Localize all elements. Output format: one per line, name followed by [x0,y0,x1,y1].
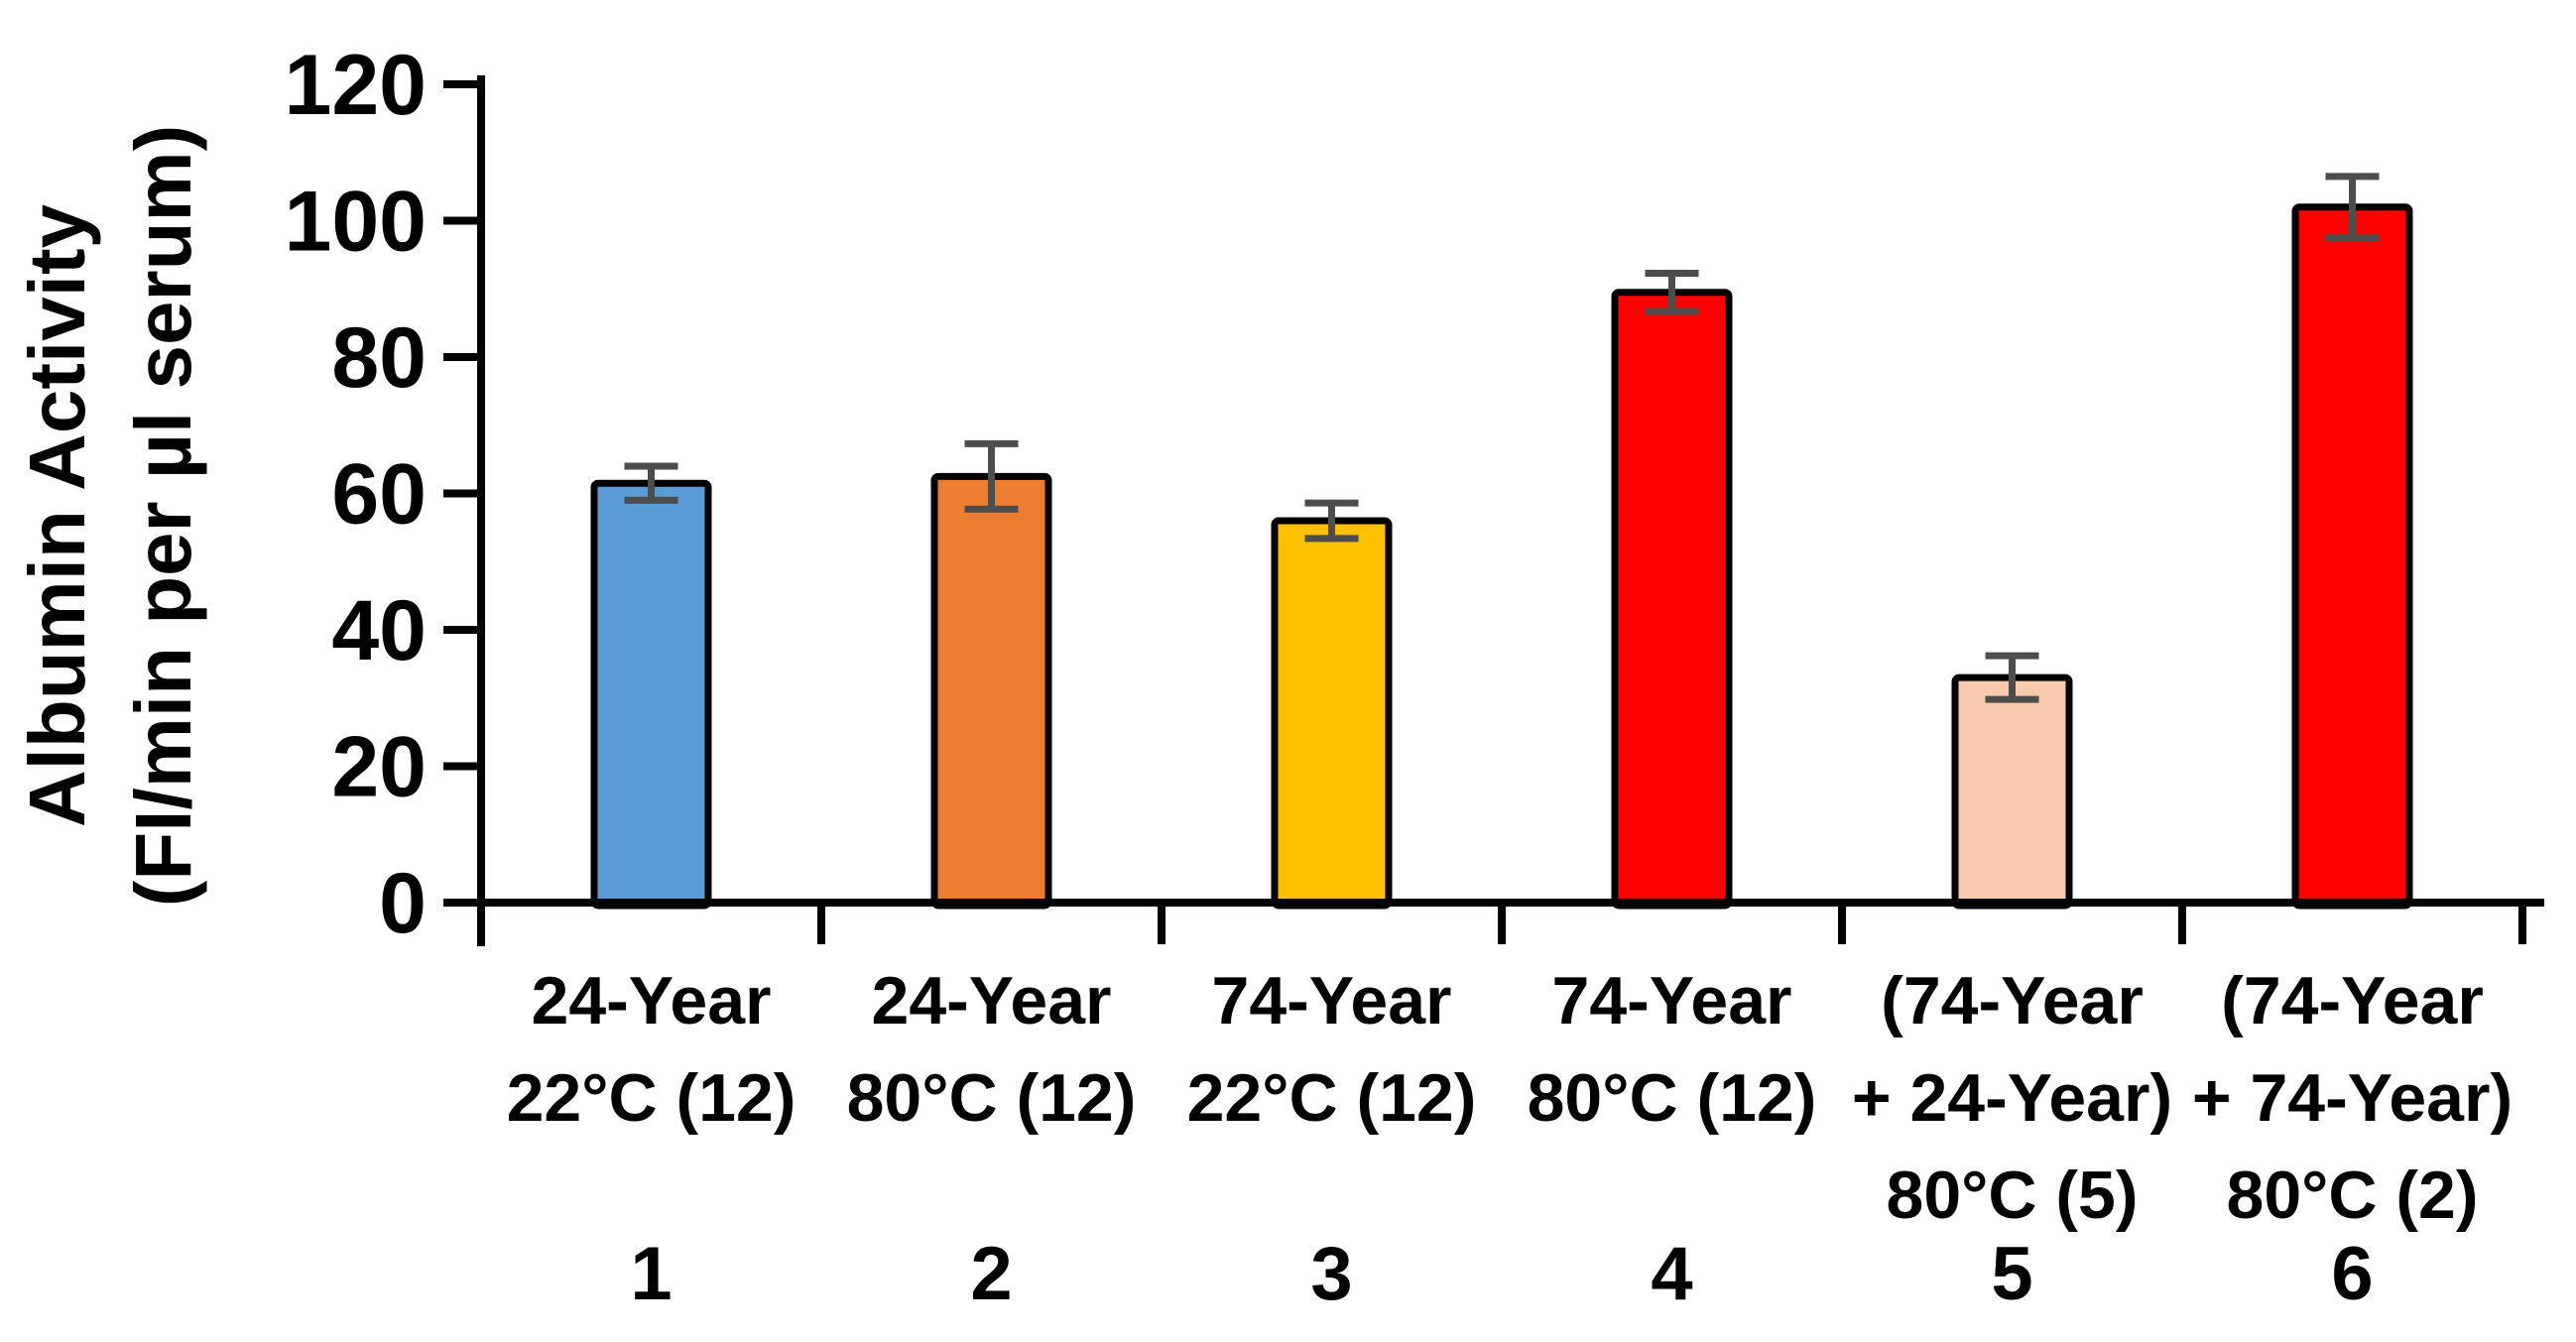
group-number-5: 5 [1991,1232,2032,1316]
group-number-1: 1 [630,1232,672,1316]
bar-2 [930,472,1052,910]
group-number-6: 6 [2331,1232,2373,1316]
y-axis-title-line2: (FI/min per µl serum) [119,125,207,907]
bar-1 [590,479,712,910]
category-label-1: 24-Year 22°C (12) [507,963,797,1136]
y-tick-label-60: 60 [331,447,427,543]
y-tick-label-0: 0 [379,856,427,951]
y-tick-label-20: 20 [331,720,427,815]
y-tick-label-40: 40 [331,583,427,678]
y-tick-label-120: 120 [285,38,428,133]
y-axis-title-line1: Albumin Activity [13,203,101,827]
y-tick-label-80: 80 [331,310,427,406]
category-label-2: 24-Year 80°C (12) [847,963,1137,1136]
group-number-4: 4 [1651,1232,1692,1316]
bar-3 [1271,517,1393,910]
category-label-3: 74-Year 22°C (12) [1187,963,1477,1136]
bar-5 [1951,673,2073,910]
category-label-5: (74-Year + 24-Year) 80°C (5) [1852,963,2172,1233]
y-tick-label-100: 100 [285,175,428,270]
bar-4 [1611,289,1733,910]
category-label-4: 74-Year 80°C (12) [1528,963,1817,1136]
category-label-6: (74-Year + 74-Year) 80°C (2) [2192,963,2513,1233]
bar-6 [2291,203,2413,910]
group-number-3: 3 [1310,1232,1352,1316]
group-number-2: 2 [970,1232,1012,1316]
